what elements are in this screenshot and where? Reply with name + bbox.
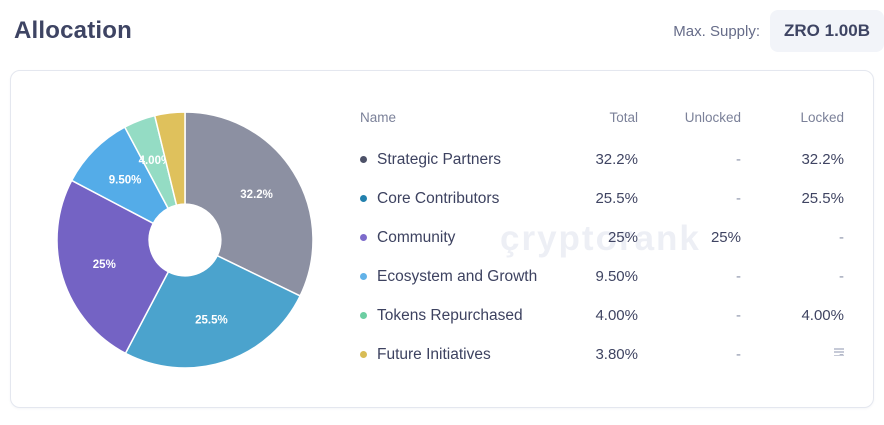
bullet-icon	[360, 234, 367, 241]
row-locked: -	[839, 229, 844, 246]
row-name: Core Contributors	[360, 190, 552, 208]
row-unlocked: -	[736, 346, 741, 363]
allocation-table: Name Total Unlocked Locked Strategic Par…	[360, 103, 846, 374]
row-unlocked: -	[736, 151, 741, 168]
max-supply-label: Max. Supply:	[673, 22, 761, 40]
slice-label: 25.5%	[195, 314, 228, 326]
col-header-unlocked: Unlocked	[684, 109, 741, 125]
bullet-icon	[360, 195, 367, 202]
row-total: 32.2%	[595, 151, 638, 168]
bullet-icon	[360, 351, 367, 358]
row-total: 25%	[607, 229, 638, 246]
allocation-table-body: Strategic Partners 32.2% - 32.2% Core Contri…	[360, 140, 846, 374]
max-supply: Max. Supply: ZRO 1.00B	[673, 10, 884, 52]
table-row[interactable]: Community 25% 25% -	[360, 218, 846, 257]
row-name: Community	[360, 229, 552, 247]
row-name: Tokens Repurchased	[360, 307, 552, 325]
row-locked: 25.5%	[801, 190, 844, 207]
row-total: 4.00%	[595, 307, 638, 324]
row-unlocked: -	[736, 268, 741, 285]
row-total: 9.50%	[595, 268, 638, 285]
row-locked: 32.2%	[801, 151, 844, 168]
page-header: Allocation Max. Supply: ZRO 1.00B	[14, 0, 884, 62]
slice-label: 4.00%	[139, 155, 172, 167]
table-row[interactable]: Tokens Repurchased 4.00% - 4.00%	[360, 296, 846, 335]
slice-label: 25%	[93, 259, 116, 271]
pie-slice[interactable]	[153, 111, 186, 206]
table-header-row: Name Total Unlocked Locked	[360, 103, 846, 131]
pie-slice[interactable]	[56, 179, 170, 355]
table-row[interactable]: Core Contributors 25.5% - 25.5%	[360, 179, 846, 218]
row-name: Strategic Partners	[360, 151, 552, 169]
row-name: Future Initiatives	[360, 346, 552, 364]
max-supply-value: ZRO 1.00B	[770, 10, 884, 52]
row-name: Ecosystem and Growth	[360, 268, 552, 286]
row-unlocked: 25%	[710, 229, 741, 246]
bullet-icon	[360, 156, 367, 163]
row-locked: 4.00%	[801, 307, 844, 324]
row-locked: -	[839, 268, 844, 285]
slice-label: 9.50%	[109, 175, 142, 187]
bullet-icon	[360, 312, 367, 319]
col-header-locked: Locked	[800, 109, 844, 125]
bullet-icon	[360, 273, 367, 280]
table-row[interactable]: Future Initiatives 3.80% --	[360, 335, 846, 374]
pie-slice[interactable]	[124, 254, 301, 369]
col-header-name: Name	[360, 109, 397, 125]
chart-menu-icon[interactable]	[834, 348, 844, 356]
table-row[interactable]: Strategic Partners 32.2% - 32.2%	[360, 140, 846, 179]
row-locked: -	[741, 346, 844, 363]
page-title: Allocation	[14, 17, 133, 44]
slice-label: 32.2%	[240, 189, 273, 201]
row-total: 3.80%	[595, 346, 638, 363]
row-total: 25.5%	[595, 190, 638, 207]
table-row[interactable]: Ecosystem and Growth 9.50% - -	[360, 257, 846, 296]
row-unlocked: -	[736, 190, 741, 207]
pie-slice[interactable]	[184, 111, 314, 297]
col-header-total: Total	[609, 109, 638, 125]
watermark: çryptorank	[500, 219, 701, 258]
donut-chart: 32.2% 25.5% 25% 9.50% 4.00%	[56, 111, 314, 369]
row-unlocked: -	[736, 307, 741, 324]
